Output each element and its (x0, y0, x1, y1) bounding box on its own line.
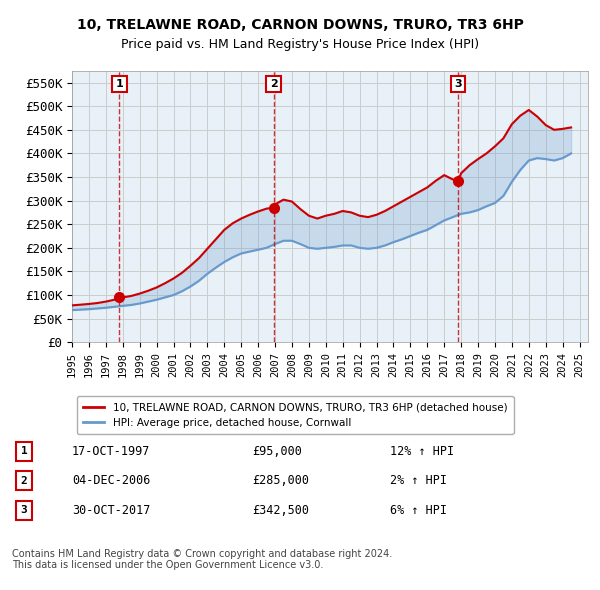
Text: 12% ↑ HPI: 12% ↑ HPI (390, 445, 454, 458)
Text: 04-DEC-2006: 04-DEC-2006 (72, 474, 151, 487)
Legend: 10, TRELAWNE ROAD, CARNON DOWNS, TRURO, TR3 6HP (detached house), HPI: Average p: 10, TRELAWNE ROAD, CARNON DOWNS, TRURO, … (77, 396, 514, 434)
Text: 1: 1 (20, 447, 28, 456)
Text: 17-OCT-1997: 17-OCT-1997 (72, 445, 151, 458)
Text: 2: 2 (270, 79, 278, 89)
Text: 3: 3 (454, 79, 462, 89)
Text: 6% ↑ HPI: 6% ↑ HPI (390, 504, 447, 517)
Text: £342,500: £342,500 (252, 504, 309, 517)
Text: £95,000: £95,000 (252, 445, 302, 458)
Text: £285,000: £285,000 (252, 474, 309, 487)
Text: Price paid vs. HM Land Registry's House Price Index (HPI): Price paid vs. HM Land Registry's House … (121, 38, 479, 51)
Text: 2: 2 (20, 476, 28, 486)
Text: 10, TRELAWNE ROAD, CARNON DOWNS, TRURO, TR3 6HP: 10, TRELAWNE ROAD, CARNON DOWNS, TRURO, … (77, 18, 523, 32)
Text: 30-OCT-2017: 30-OCT-2017 (72, 504, 151, 517)
Text: 3: 3 (20, 506, 28, 515)
Text: 1: 1 (115, 79, 123, 89)
Text: Contains HM Land Registry data © Crown copyright and database right 2024.
This d: Contains HM Land Registry data © Crown c… (12, 549, 392, 571)
Text: 2% ↑ HPI: 2% ↑ HPI (390, 474, 447, 487)
